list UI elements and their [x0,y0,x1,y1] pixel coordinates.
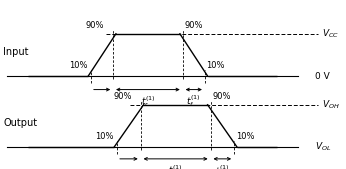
Text: $t_f^{(1)}$: $t_f^{(1)}$ [186,94,201,109]
Text: $t_r^{(1)}$: $t_r^{(1)}$ [168,163,183,169]
Text: 10%: 10% [236,132,254,141]
Text: $V_{CC}$: $V_{CC}$ [322,28,339,40]
Text: $t_f^{(1)}$: $t_f^{(1)}$ [215,163,230,169]
Text: $V_{OL}$: $V_{OL}$ [315,141,331,153]
Text: Output: Output [3,117,38,128]
Text: $V_{OH}$: $V_{OH}$ [322,99,339,111]
Text: 90%: 90% [212,92,231,101]
Text: 10%: 10% [207,61,225,70]
Text: 90%: 90% [184,21,203,30]
Text: 10%: 10% [95,132,113,141]
Text: 0 V: 0 V [315,71,330,81]
Text: 10%: 10% [69,61,88,70]
Text: 90%: 90% [86,21,104,30]
Text: Input: Input [3,46,29,57]
Text: 90%: 90% [113,92,132,101]
Text: $t_r^{(1)}$: $t_r^{(1)}$ [140,94,155,109]
